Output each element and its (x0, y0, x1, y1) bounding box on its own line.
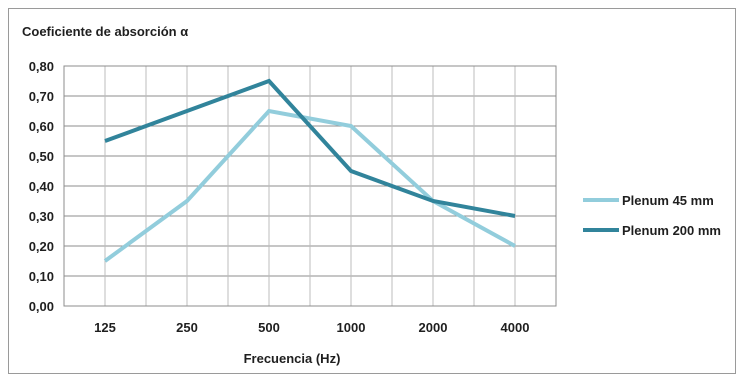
y-tick-label: 0,30 (29, 209, 54, 224)
series-line-1 (103, 108, 516, 263)
legend-label: Plenum 45 mm (622, 193, 714, 208)
x-tick-label: 500 (258, 320, 280, 335)
x-axis-label: Frecuencia (Hz) (244, 351, 341, 366)
y-tick-label: 0,20 (29, 239, 54, 254)
series-lines (103, 78, 516, 263)
x-tick-label: 250 (176, 320, 198, 335)
y-tick-label: 0,50 (29, 149, 54, 164)
y-tick-label: 0,80 (29, 59, 54, 74)
grid (63, 65, 557, 307)
legend-label: Plenum 200 mm (622, 223, 721, 238)
y-tick-label: 0,60 (29, 119, 54, 134)
chart-title: Coeficiente de absorción α (22, 24, 188, 39)
series-line-2 (104, 78, 516, 218)
x-tick-label: 1000 (337, 320, 366, 335)
y-tick-label: 0,70 (29, 89, 54, 104)
plot-area (63, 65, 557, 307)
y-tick-label: 0,00 (29, 299, 54, 314)
x-tick-label: 2000 (419, 320, 448, 335)
y-axis-ticks: 0,00 0,10 0,20 0,30 0,40 0,50 0,60 0,70 0,80 (29, 59, 54, 314)
chart-frame (8, 8, 736, 374)
x-axis-ticks: 125 250 500 1000 2000 4000 (94, 320, 529, 335)
x-tick-label: 4000 (501, 320, 530, 335)
y-tick-label: 0,40 (29, 179, 54, 194)
y-tick-label: 0,10 (29, 269, 54, 284)
x-tick-label: 125 (94, 320, 116, 335)
legend: Plenum 45 mm Plenum 200 mm (583, 193, 721, 238)
